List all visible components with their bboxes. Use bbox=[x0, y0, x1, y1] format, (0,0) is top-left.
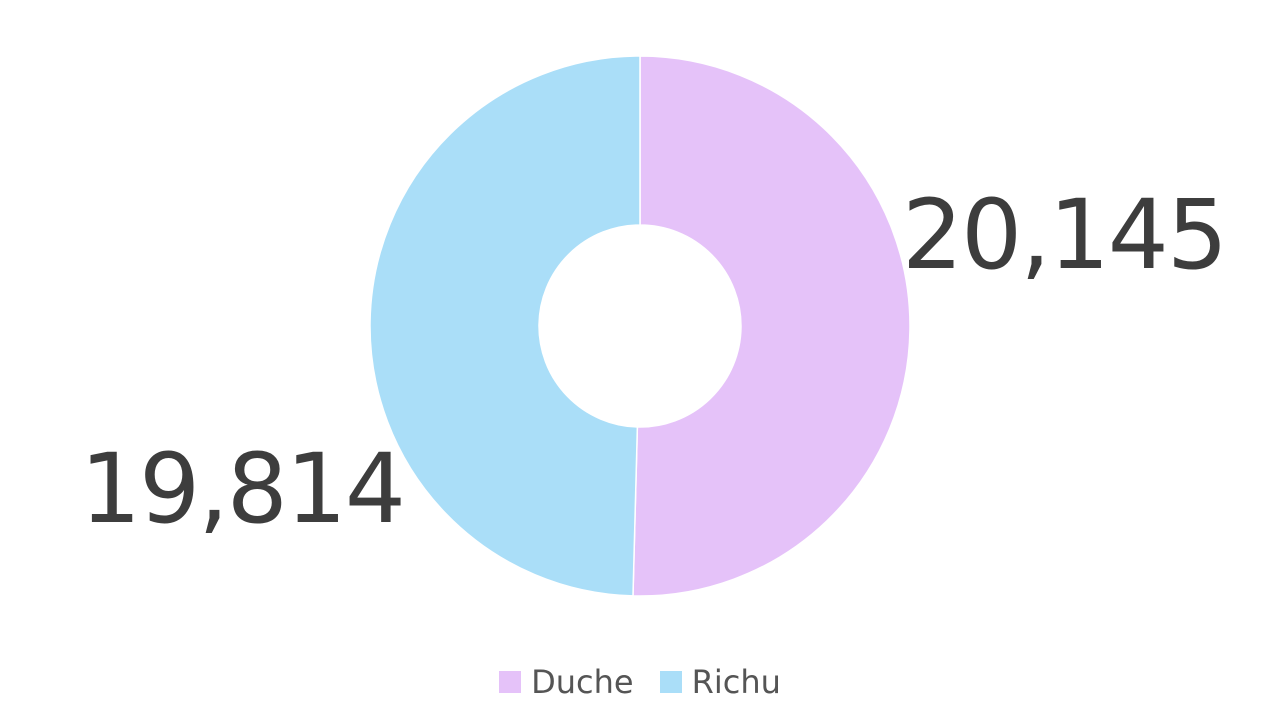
legend-label-richu: Richu bbox=[691, 663, 781, 701]
legend-item-richu[interactable]: Richu bbox=[659, 663, 781, 701]
legend-label-duche: Duche bbox=[531, 663, 634, 701]
chart-legend: Duche Richu bbox=[0, 660, 1280, 704]
value-label-duche: 20,145 bbox=[902, 179, 1226, 291]
value-label-richu: 19,814 bbox=[80, 433, 404, 545]
slice-duche[interactable] bbox=[632, 55, 911, 597]
legend-swatch-duche bbox=[499, 671, 522, 693]
slice-richu[interactable] bbox=[369, 55, 641, 597]
legend-item-duche[interactable]: Duche bbox=[499, 663, 634, 701]
donut-slices bbox=[369, 55, 911, 597]
legend-swatch-richu bbox=[659, 671, 682, 693]
value-labels: 20,145 19,814 bbox=[80, 179, 1228, 545]
